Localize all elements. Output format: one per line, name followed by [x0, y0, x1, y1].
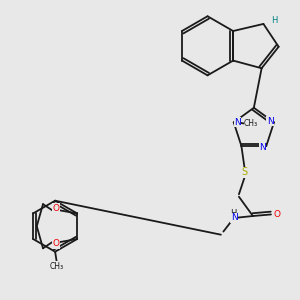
Text: CH₃: CH₃ — [244, 119, 258, 128]
Text: CH₃: CH₃ — [50, 262, 64, 271]
Text: O: O — [273, 210, 280, 219]
Text: H: H — [230, 209, 237, 218]
Text: O: O — [52, 204, 60, 213]
Text: N: N — [259, 143, 266, 152]
Text: N: N — [231, 213, 238, 222]
Text: S: S — [242, 167, 248, 178]
Text: O: O — [52, 239, 60, 248]
Text: H: H — [271, 16, 278, 25]
Text: N: N — [234, 118, 241, 127]
Text: N: N — [267, 117, 274, 126]
